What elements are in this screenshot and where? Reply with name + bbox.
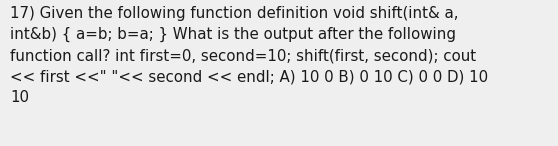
Text: 17) Given the following function definition void shift(int& a,
int&b) { a=b; b=a: 17) Given the following function definit… <box>10 6 488 105</box>
